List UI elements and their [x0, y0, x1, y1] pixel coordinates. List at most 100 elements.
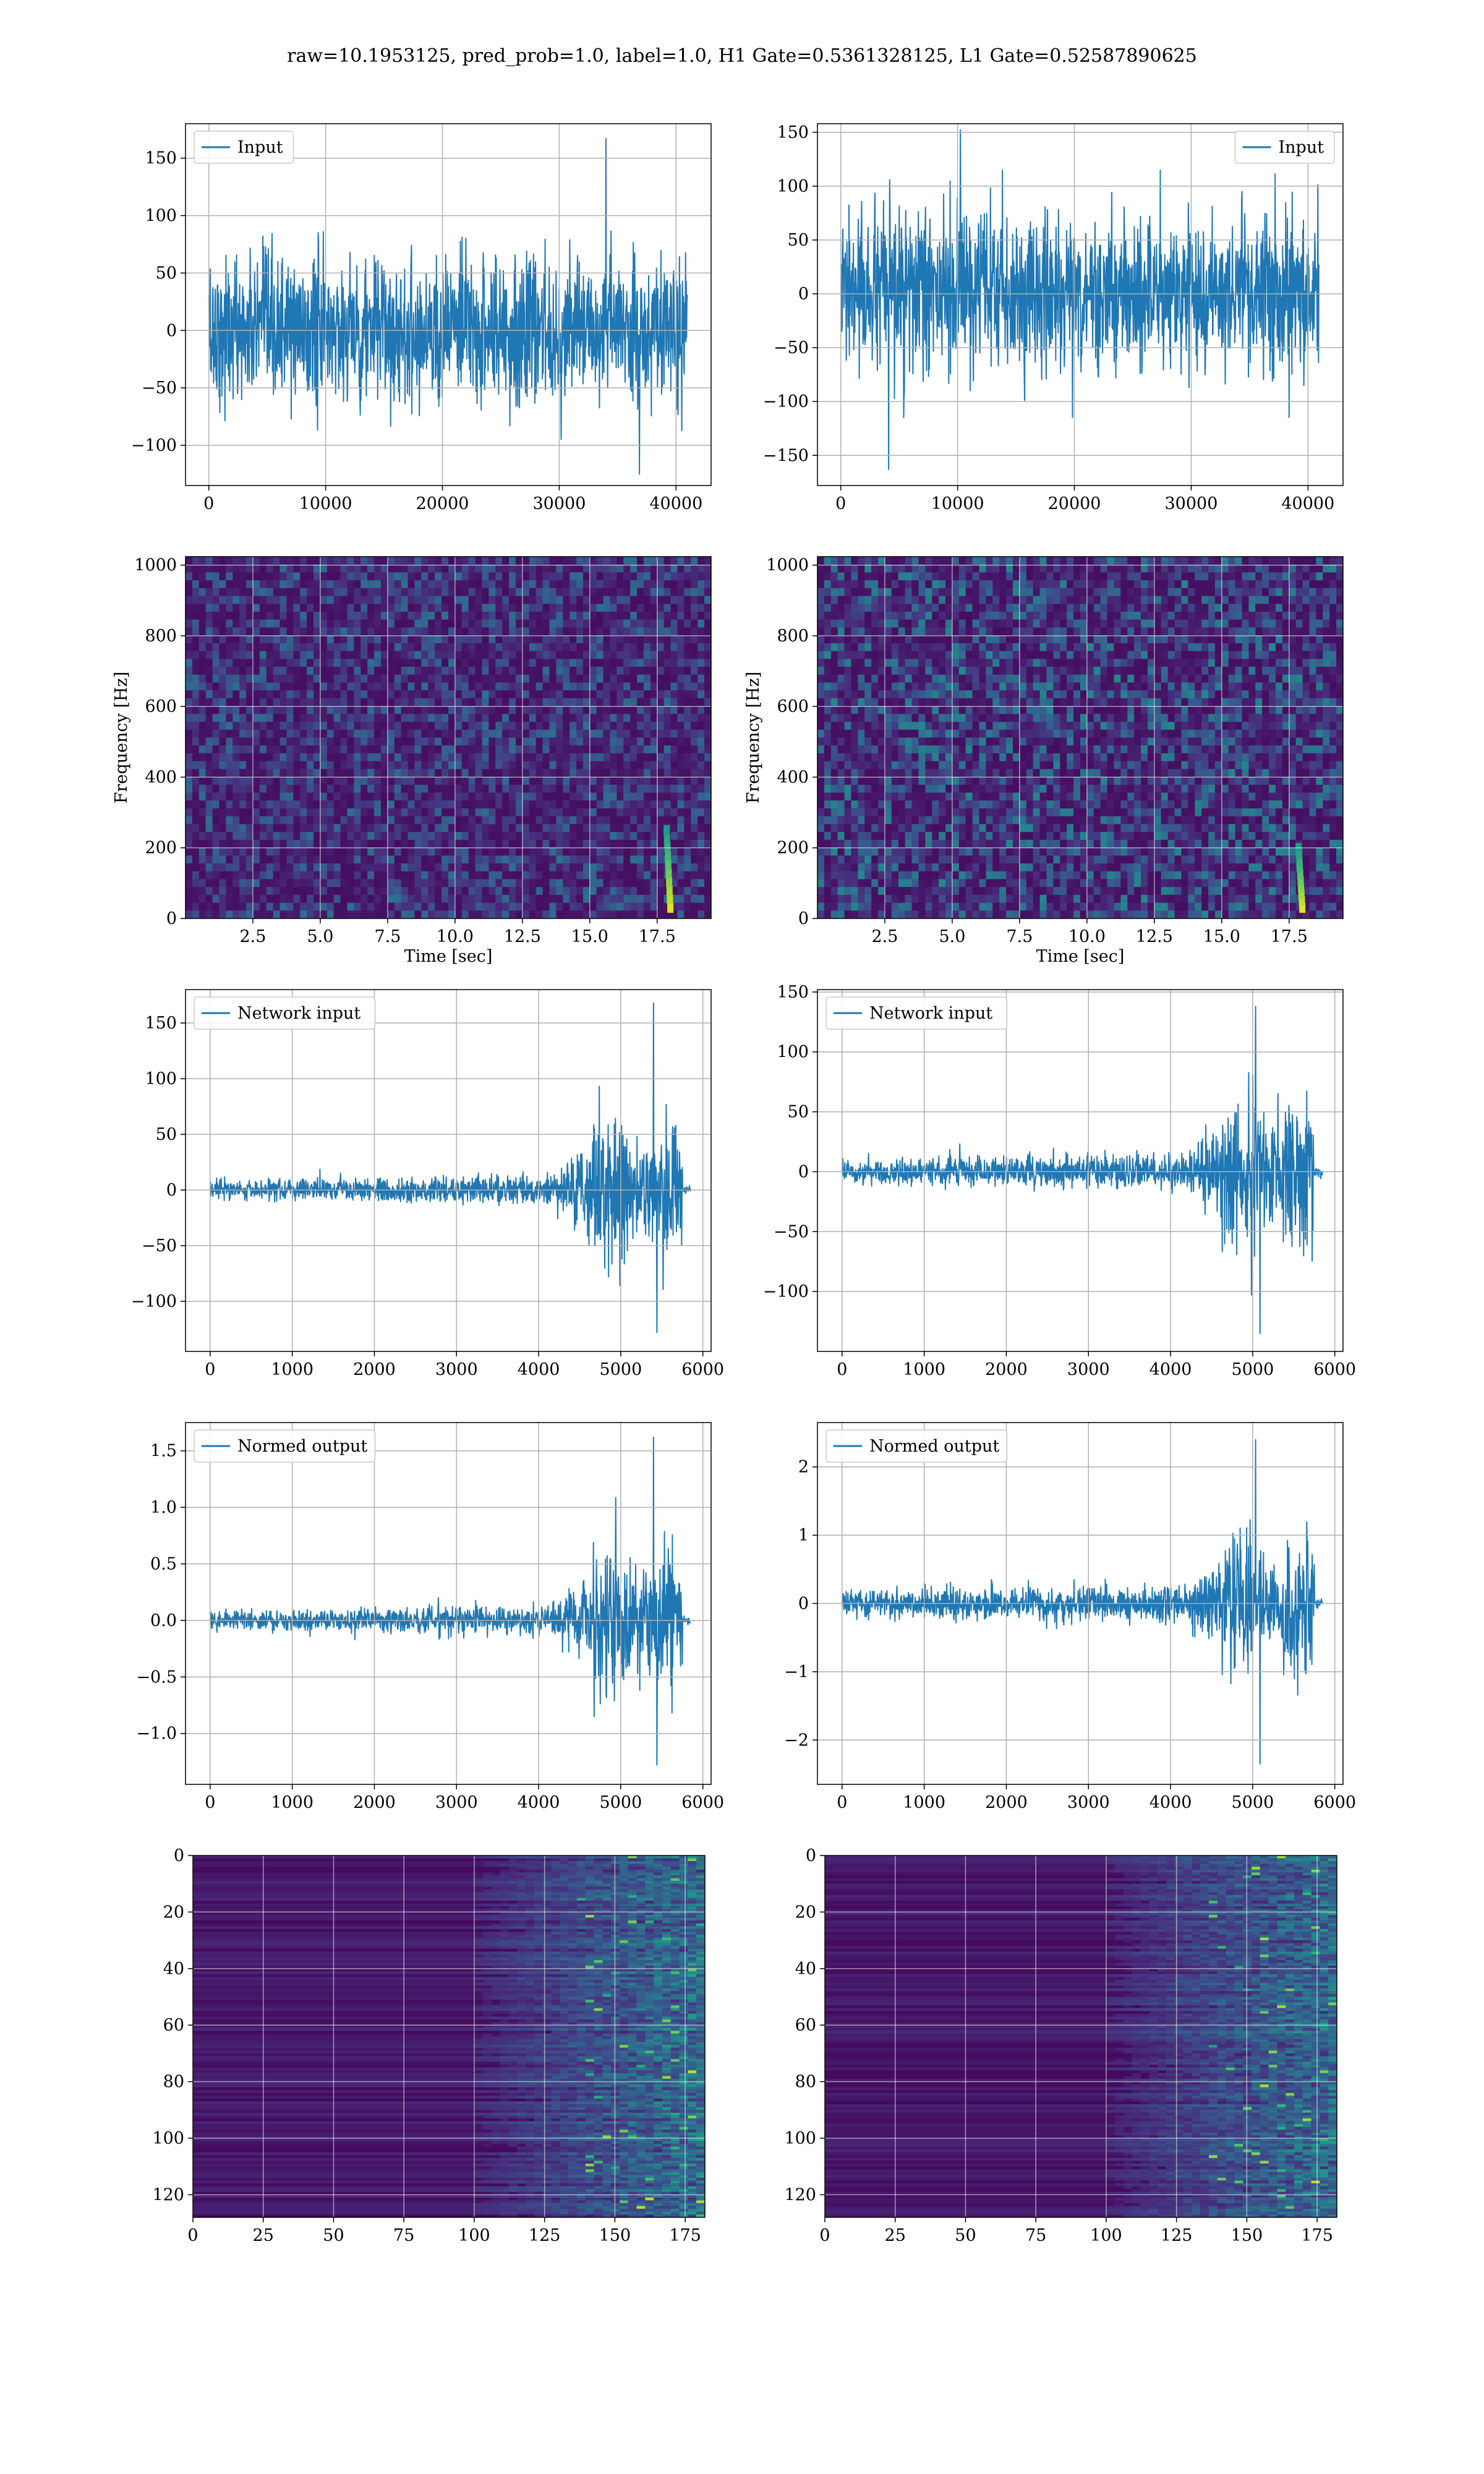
- heatmap-cell: [952, 839, 960, 849]
- heatmap-cell: [824, 706, 832, 714]
- heatmap-cell: [871, 871, 879, 880]
- heatmap-cell: [992, 800, 1000, 809]
- heatmap-cell: [347, 674, 354, 683]
- heatmap-cell: [871, 682, 879, 691]
- heatmap-cell: [837, 674, 845, 683]
- heatmap-cell: [326, 808, 335, 817]
- heatmap-cell: [952, 627, 960, 636]
- heatmap-cell: [401, 769, 409, 777]
- heatmap-cell: [589, 902, 597, 911]
- axes-frame: [185, 556, 712, 919]
- heatmap-cell: [522, 722, 530, 730]
- heatmap-cell: [186, 839, 193, 849]
- heatmap-cell: [435, 816, 442, 824]
- heatmap-cell: [704, 871, 711, 880]
- heatmap-cell: [851, 698, 858, 707]
- heatmap-cell: [239, 588, 247, 597]
- heatmap-cell: [535, 643, 544, 652]
- heatmap-cell: [488, 902, 496, 911]
- heatmap-cell: [603, 769, 611, 777]
- heatmap-cell: [958, 761, 966, 769]
- heatmap-cell: [482, 737, 489, 746]
- heatmap-cell: [293, 729, 301, 738]
- heatmap-cell: [300, 824, 307, 833]
- heatmap-cell: [911, 737, 919, 746]
- x-tick-label: 10000: [931, 494, 984, 513]
- heatmap-cell: [603, 847, 611, 856]
- heatmap-cell: [340, 784, 348, 794]
- heatmap-cell: [871, 557, 879, 565]
- heatmap-cell: [576, 887, 584, 896]
- y-tick-label: −150: [763, 446, 809, 465]
- heatmap-cell: [932, 769, 939, 777]
- heatmap-cell: [885, 839, 892, 849]
- heatmap-cell: [898, 619, 906, 628]
- heatmap-cell: [475, 769, 483, 777]
- heatmap-cell: [610, 714, 617, 722]
- heatmap-cell: [198, 910, 207, 918]
- heatmap-cell: [435, 855, 442, 864]
- heatmap-cell: [837, 784, 845, 794]
- heatmap-cell: [259, 557, 267, 565]
- heatmap-cell: [891, 745, 899, 754]
- heatmap-cell: [360, 635, 368, 644]
- heatmap-cell: [911, 619, 919, 628]
- heatmap-cell: [670, 572, 678, 581]
- heatmap-cell: [697, 808, 705, 817]
- heatmap-cell: [441, 674, 449, 683]
- heatmap-cell: [684, 580, 691, 589]
- heatmap-cell: [864, 910, 872, 918]
- heatmap-cell: [878, 564, 885, 573]
- heatmap-cell: [563, 698, 570, 707]
- heatmap-cell: [435, 706, 442, 714]
- heatmap-cell: [972, 761, 980, 769]
- heatmap-cell: [253, 596, 260, 604]
- heatmap-cell: [905, 800, 913, 809]
- heatmap-cell: [637, 667, 644, 675]
- heatmap-cell: [300, 706, 307, 714]
- heatmap-cell: [401, 698, 409, 707]
- heatmap-cell: [535, 800, 544, 809]
- heatmap-cell: [992, 887, 1000, 896]
- heatmap-cell: [637, 816, 644, 824]
- heatmap-cell: [878, 604, 885, 612]
- heatmap-cell: [616, 784, 624, 794]
- heatmap-cell: [307, 596, 314, 604]
- heatmap-cell: [858, 674, 865, 683]
- heatmap-cell: [657, 761, 665, 769]
- heatmap-cell: [307, 737, 314, 746]
- heatmap-cell: [945, 714, 953, 722]
- heatmap-cell: [556, 635, 563, 644]
- heatmap-cell: [549, 596, 556, 604]
- heatmap-cell: [945, 572, 953, 581]
- heatmap-cell: [340, 808, 348, 817]
- heatmap-cell: [958, 816, 966, 824]
- heatmap-cell: [186, 910, 193, 918]
- heatmap-cell: [858, 722, 865, 730]
- heatmap-cell: [898, 784, 906, 794]
- heatmap-cell: [253, 564, 260, 573]
- heatmap-cell: [932, 714, 939, 722]
- heatmap-cell: [239, 800, 247, 809]
- heatmap-cell: [844, 667, 852, 675]
- heatmap-cell: [992, 604, 1000, 612]
- heatmap-cell: [367, 612, 375, 620]
- heatmap-cell: [670, 737, 678, 746]
- heatmap-cell: [542, 753, 550, 762]
- heatmap-cell: [246, 761, 254, 769]
- heatmap-cell: [273, 564, 281, 573]
- heatmap-cell: [516, 784, 523, 794]
- heatmap-cell: [475, 839, 483, 849]
- heatmap-cell: [441, 659, 449, 667]
- heatmap-cell: [830, 737, 838, 746]
- heatmap-cell: [320, 596, 328, 604]
- heatmap-cell: [192, 572, 200, 581]
- heatmap-cell: [623, 627, 631, 636]
- heatmap-cell: [905, 902, 913, 911]
- heatmap-cell: [212, 855, 220, 864]
- plot-area: [186, 557, 711, 918]
- heatmap-cell: [401, 879, 409, 888]
- heatmap-cell: [549, 784, 556, 794]
- heatmap-cell: [670, 808, 678, 817]
- heatmap-cell: [644, 769, 651, 777]
